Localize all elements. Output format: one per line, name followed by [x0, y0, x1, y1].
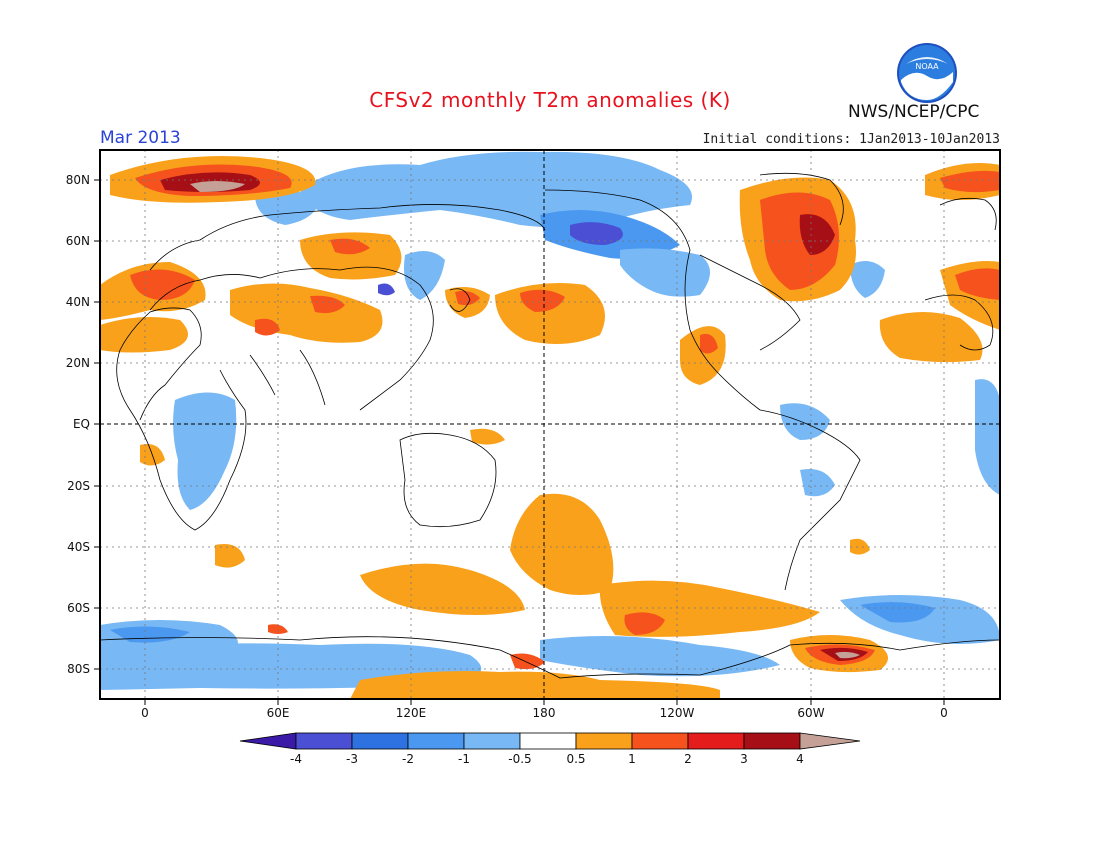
- colorbar-segment: [631, 732, 689, 750]
- lon-label: 0: [141, 706, 149, 720]
- warm-region-mexico-core: [700, 333, 718, 354]
- colorbar-segment: [519, 732, 577, 750]
- colorbar-label: -4: [290, 752, 302, 766]
- colorbar-label: -2: [402, 752, 414, 766]
- colorbar-segment: [687, 732, 745, 750]
- warm-region-southern-ocean-core: [624, 612, 665, 635]
- warm-region-south-indian: [215, 544, 245, 568]
- warm-region-siberia-south-core: [330, 238, 370, 255]
- graticule: [100, 150, 1000, 699]
- colorbar-segment-gt-4: [799, 732, 861, 750]
- map-title: CFSv2 monthly T2m anomalies (K): [369, 88, 731, 112]
- lon-label: 60W: [797, 706, 825, 720]
- warm-region-arctic-east-core: [940, 170, 1000, 193]
- colorbar-segment: [295, 732, 353, 750]
- warm-region-hudson-max: [799, 214, 835, 255]
- cool-region-brazil: [800, 469, 835, 497]
- warm-region-iran: [255, 318, 280, 336]
- colorbar-label: 1: [628, 752, 636, 766]
- noaa-logo-icon: NOAA: [897, 43, 957, 103]
- lat-label: 60N: [65, 234, 90, 248]
- equator-dateline: [100, 150, 1000, 699]
- cool-region-alaska-core: [570, 222, 623, 245]
- cool-region-weddell-deep: [860, 602, 935, 623]
- colorbar-segment-lt-4: [239, 732, 297, 750]
- agency-label: NWS/NCEP/CPC: [848, 102, 980, 122]
- lat-label: 80N: [65, 173, 90, 187]
- cool-region-south-america: [780, 403, 830, 440]
- anomaly-shading: [100, 151, 1000, 699]
- coastlines: [100, 172, 1000, 679]
- colorbar-segment: [575, 732, 633, 750]
- warm-region-arabia: [100, 316, 188, 353]
- lon-label: 60E: [266, 706, 290, 720]
- warm-region-north-pacific-core: [520, 289, 565, 312]
- lat-label: 20S: [67, 479, 90, 493]
- cool-region-ross-sea: [540, 636, 780, 677]
- warm-region-japan-core: [455, 290, 480, 306]
- lon-label: 120E: [395, 706, 427, 720]
- warm-region-ross-core: [510, 653, 545, 670]
- lat-label: 20N: [65, 356, 90, 370]
- cool-region-africa: [173, 392, 237, 510]
- colorbar-label: 4: [796, 752, 804, 766]
- warm-region-south-indian-2: [268, 624, 288, 634]
- warm-region-south-atlantic: [850, 538, 870, 555]
- colorbar-label: 2: [684, 752, 692, 766]
- lat-label: 40N: [65, 295, 90, 309]
- tick-marks: [94, 179, 945, 705]
- lat-label: EQ: [72, 417, 90, 431]
- warm-region-south-pacific-tail: [360, 563, 525, 615]
- warm-region-barents-peak: [190, 181, 245, 192]
- lon-label: 120W: [659, 706, 695, 720]
- svg-text:NOAA: NOAA: [915, 62, 939, 71]
- forecast-month: Mar 2013: [100, 128, 181, 148]
- cool-region-tibet: [378, 283, 395, 296]
- cool-region-siberia: [255, 191, 320, 225]
- colorbar-segment: [743, 732, 801, 750]
- colorbar-label: 0.5: [566, 752, 586, 766]
- lon-label: 180: [532, 706, 556, 720]
- warm-region-ross-ice: [350, 671, 720, 699]
- warm-region-europe-core: [130, 269, 195, 300]
- colorbar-segment: [351, 732, 409, 750]
- cool-region-atlantic-east: [975, 379, 1000, 495]
- cool-region-arctic: [300, 151, 692, 228]
- lat-label: 80S: [67, 662, 90, 676]
- warm-region-west-africa: [879, 311, 983, 363]
- lat-label: 60S: [67, 601, 90, 615]
- colorbar: [239, 732, 861, 750]
- lat-label: 40S: [67, 540, 90, 554]
- colorbar-label: 3: [740, 752, 748, 766]
- initial-conditions: Initial conditions: 1Jan2013-10Jan2013: [702, 132, 1000, 147]
- colorbar-label: -0.5: [508, 752, 532, 766]
- warm-region-south-pacific: [510, 493, 614, 595]
- colorbar-label: -1: [458, 752, 470, 766]
- warm-region-antarctic-peninsula-peak: [835, 651, 860, 659]
- colorbar-segment: [407, 732, 465, 750]
- warm-region-central-asia-core: [310, 295, 345, 314]
- colorbar-label: -3: [346, 752, 358, 766]
- lon-label: 0: [940, 706, 948, 720]
- warm-region-europe-east-core: [955, 268, 1000, 300]
- colorbar-segment: [463, 732, 521, 750]
- cool-region-east-asia: [404, 251, 445, 300]
- cool-region-greenland-east: [850, 261, 885, 298]
- warm-region-indonesia: [470, 428, 505, 445]
